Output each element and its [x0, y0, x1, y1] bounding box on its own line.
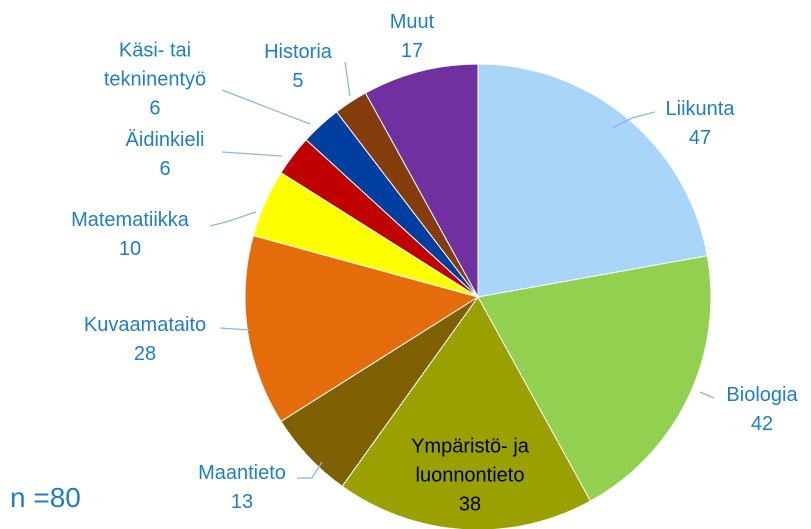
- value-label: 28: [133, 343, 157, 365]
- category-label: Historia: [264, 41, 332, 63]
- slice-label: Käsi- tai tekninentyö 6: [104, 37, 206, 124]
- leader-line: [221, 151, 283, 157]
- leader-line: [297, 461, 323, 479]
- slice-label: Ympäristö- ja luonnontieto 38: [411, 433, 529, 520]
- leader-line: [209, 211, 257, 227]
- slice-label: Historia 5: [264, 38, 332, 96]
- category-label: Käsi- tai tekninentyö: [103, 39, 207, 91]
- pie-slice: [341, 296, 592, 529]
- leader-line: [344, 61, 351, 97]
- category-label: Äidinkieli: [125, 129, 205, 151]
- value-label: 10: [118, 238, 142, 260]
- slice-label: Äidinkieli 6: [126, 126, 205, 184]
- annotation: n =80: [10, 482, 81, 513]
- value-label: 17: [400, 40, 424, 62]
- category-label: Kuvaamataito: [83, 314, 207, 336]
- leader-line: [221, 89, 311, 125]
- leader-line: [699, 391, 715, 399]
- category-label: Maantieto: [198, 462, 286, 484]
- slice-label: Liikunta 47: [666, 95, 735, 153]
- pie-slice: [477, 63, 708, 298]
- slice-label: Maantieto 13: [198, 459, 286, 517]
- pie-slice: [244, 234, 480, 423]
- value-label: 42: [750, 413, 774, 435]
- value-label: 5: [292, 70, 304, 92]
- value-label: 6: [149, 97, 161, 120]
- category-label: Liikunta: [665, 98, 735, 120]
- slice-label: Muut 17: [390, 8, 434, 66]
- value-label: 38: [458, 493, 482, 516]
- category-label: Matematiikka: [71, 209, 189, 231]
- value-label: 13: [230, 491, 254, 513]
- category-label: Muut: [389, 11, 435, 33]
- pie-slice: [477, 255, 712, 502]
- slice-label: Biologia 42: [726, 381, 797, 439]
- value-label: 6: [159, 158, 171, 180]
- slice-label: Matematiikka 10: [71, 206, 189, 264]
- value-label: 47: [688, 127, 712, 149]
- leader-line: [611, 111, 656, 129]
- leader-line: [219, 327, 251, 331]
- pie-slice: [364, 63, 479, 298]
- category-label: Ympäristö- ja luonnontieto: [411, 435, 529, 487]
- slice-label: Kuvaamataito 28: [84, 311, 206, 369]
- category-label: Biologia: [726, 384, 798, 406]
